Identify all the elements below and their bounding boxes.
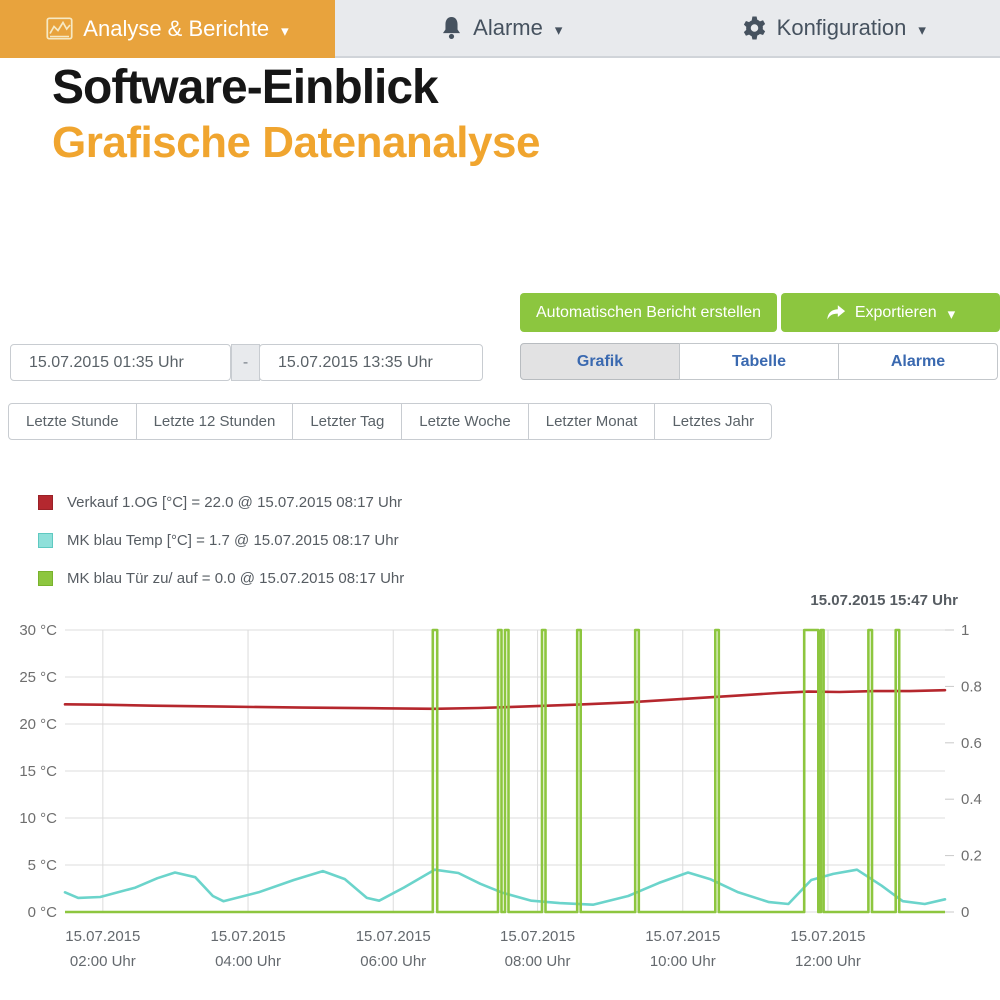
legend-item-mk-blau-tuer[interactable]: MK blau Tür zu/ auf = 0.0 @ 15.07.2015 0… — [38, 570, 404, 587]
quick-range-letzter-monat[interactable]: Letzter Monat — [527, 403, 656, 440]
date-from-input[interactable]: 15.07.2015 01:35 Uhr — [10, 344, 231, 381]
nav-tab-alarme[interactable]: Alarme ▾ — [335, 0, 668, 56]
series-line-1 — [63, 868, 947, 907]
right-axis-tick-label: 0 — [961, 904, 969, 921]
tab-grafik[interactable]: Grafik — [520, 343, 680, 380]
legend-swatch-green — [38, 571, 53, 586]
page-subtitle: Grafische Datenanalyse — [52, 118, 540, 167]
legend-label: MK blau Tür zu/ auf = 0.0 @ 15.07.2015 0… — [67, 570, 405, 587]
chevron-down-icon: ▾ — [947, 305, 956, 323]
left-axis-tick-label: 0 °C — [28, 904, 58, 921]
right-axis-tick-label: 0.6 — [961, 735, 982, 752]
x-tick-time: 06:00 Uhr — [360, 953, 426, 970]
x-tick-time: 08:00 Uhr — [505, 953, 571, 970]
tab-tabelle[interactable]: Tabelle — [679, 343, 839, 380]
nav-rest: Alarme ▾ Konfiguration ▾ — [335, 0, 1000, 56]
nav-tab-label: Alarme — [473, 15, 543, 40]
legend-swatch-red — [38, 495, 53, 510]
x-tick-time: 12:00 Uhr — [795, 953, 861, 970]
legend-item-mk-blau-temp[interactable]: MK blau Temp [°C] = 1.7 @ 15.07.2015 08:… — [38, 532, 404, 549]
left-axis-tick-label: 30 °C — [19, 622, 57, 639]
x-tick-date: 15.07.2015 — [65, 928, 140, 945]
right-axis-tick-label: 0.4 — [961, 791, 982, 808]
quick-range-letzte-woche[interactable]: Letzte Woche — [401, 403, 529, 440]
x-tick-date: 15.07.2015 — [211, 928, 286, 945]
nav-tab-label: Analyse & Berichte — [83, 16, 270, 41]
chevron-down-icon: ▾ — [281, 21, 289, 40]
tab-alarme[interactable]: Alarme — [838, 343, 998, 380]
left-axis-tick-label: 5 °C — [28, 857, 58, 874]
series-spikes-2 — [65, 628, 945, 914]
export-button-label: Exportieren — [854, 303, 937, 321]
left-axis-tick-label: 10 °C — [19, 810, 57, 827]
x-tick-time: 02:00 Uhr — [70, 953, 136, 970]
nav-tab-konfiguration[interactable]: Konfiguration ▾ — [668, 0, 1000, 56]
right-axis-tick-label: 0.2 — [961, 848, 982, 865]
export-arrow-icon — [826, 304, 846, 321]
chart-area: 15.07.2015 02:00 Uhr 15.07.2015 04:00 Uhr 15… — [0, 590, 1000, 990]
nav-tab-label: Konfiguration — [776, 15, 907, 40]
chevron-down-icon: ▾ — [918, 20, 926, 39]
quick-range-letztes-jahr[interactable]: Letztes Jahr — [654, 403, 773, 440]
report-button-label: Automatischen Bericht erstellen — [536, 303, 761, 321]
gear-icon — [742, 16, 767, 40]
view-tabs: Grafik Tabelle Alarme — [520, 343, 998, 380]
create-report-button[interactable]: Automatischen Bericht erstellen — [520, 293, 777, 332]
series-line-0 — [63, 688, 947, 711]
x-tick-date: 15.07.2015 — [645, 928, 720, 945]
page-title: Software-Einblick — [52, 61, 439, 114]
nav-tab-analyse-berichte[interactable]: Analyse & Berichte ▾ — [0, 0, 335, 58]
x-tick-time: 10:00 Uhr — [650, 953, 716, 970]
left-axis-tick-label: 20 °C — [19, 716, 57, 733]
legend-item-verkauf[interactable]: Verkauf 1.OG [°C] = 22.0 @ 15.07.2015 08… — [38, 494, 404, 511]
date-range-separator: - — [231, 344, 260, 381]
x-tick-date: 15.07.2015 — [356, 928, 431, 945]
x-tick-date: 15.07.2015 — [500, 928, 575, 945]
left-axis-tick-label: 15 °C — [19, 763, 57, 780]
quick-range-letzte-stunde[interactable]: Letzte Stunde — [8, 403, 137, 440]
right-axis-tick-label: 0.8 — [961, 678, 982, 695]
chart-legend: Verkauf 1.OG [°C] = 22.0 @ 15.07.2015 08… — [38, 494, 404, 608]
legend-swatch-cyan — [38, 533, 53, 548]
chevron-down-icon: ▾ — [554, 20, 563, 39]
left-axis-tick-label: 25 °C — [19, 669, 57, 686]
x-tick-date: 15.07.2015 — [790, 928, 865, 945]
quick-range-letzte-12-stunden[interactable]: Letzte 12 Stunden — [135, 403, 294, 440]
x-tick-time: 04:00 Uhr — [215, 953, 281, 970]
date-to-input[interactable]: 15.07.2015 13:35 Uhr — [259, 344, 483, 381]
export-button[interactable]: Exportieren ▾ — [781, 293, 1000, 332]
quick-range-letzter-tag[interactable]: Letzter Tag — [292, 403, 403, 440]
legend-label: Verkauf 1.OG [°C] = 22.0 @ 15.07.2015 08… — [67, 494, 403, 511]
chart-icon — [46, 16, 73, 42]
right-axis-tick-label: 1 — [961, 622, 969, 639]
main-nav: Analyse & Berichte ▾ Alarme ▾ Konfigurat… — [0, 0, 1000, 58]
quick-range-group: Letzte Stunde Letzte 12 Stunden Letzter … — [8, 403, 773, 440]
bell-icon — [440, 16, 463, 41]
chart-timestamp: 15.07.2015 15:47 Uhr — [810, 592, 958, 609]
legend-label: MK blau Temp [°C] = 1.7 @ 15.07.2015 08:… — [67, 532, 399, 549]
